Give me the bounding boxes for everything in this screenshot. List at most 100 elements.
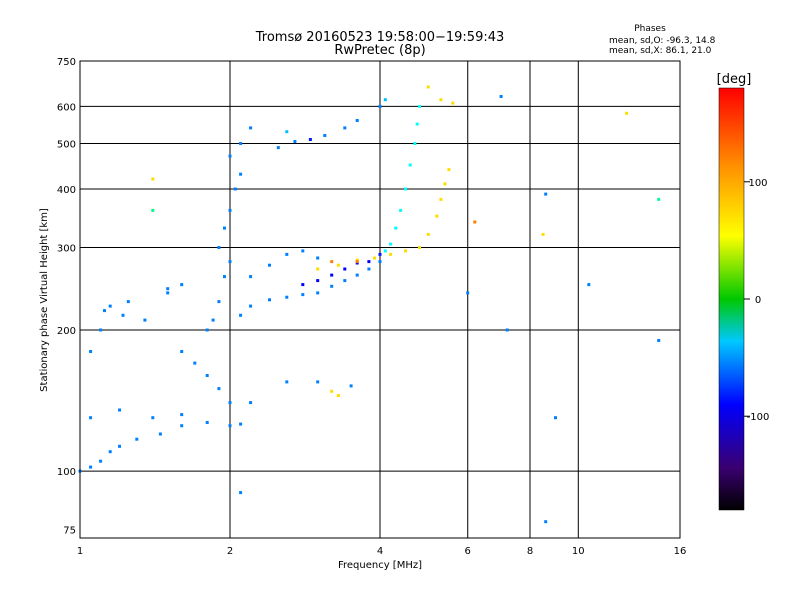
echo-point [228, 424, 232, 428]
echo-point [367, 260, 371, 264]
echo-point [413, 142, 417, 145]
echo-point [554, 416, 557, 420]
plot-frame [79, 60, 681, 539]
echo-point [657, 197, 661, 201]
echo-point [316, 267, 320, 271]
echo-point [151, 177, 155, 181]
echo-point [180, 350, 184, 353]
echo-point [389, 242, 393, 246]
echo-point [239, 491, 243, 495]
y-tick-label: 400 [57, 185, 76, 196]
echo-point [285, 252, 289, 256]
echo-point [193, 361, 197, 365]
y-tick-label: 200 [57, 326, 76, 337]
stats-o-mode: mean, sd,O: -96.3, 14.8 [609, 36, 716, 46]
chart-subtitle: RwPretec (8p) [334, 43, 425, 58]
echo-point [349, 384, 353, 388]
echo-point [316, 279, 320, 283]
echo-point [439, 98, 443, 102]
echo-point [285, 380, 289, 384]
y-tick-label: 75 [63, 526, 76, 537]
echo-point [143, 318, 147, 322]
echo-point [330, 389, 334, 393]
y-tick-label: 300 [57, 244, 76, 255]
echo-point [118, 408, 121, 412]
echo-point [103, 309, 106, 313]
echo-point [330, 260, 334, 264]
echo-point [268, 298, 271, 302]
echo-point [239, 313, 243, 317]
echo-point [151, 416, 155, 420]
echo-point [217, 300, 221, 304]
y-axis-label: Stationary phase Virtual Height [km] [39, 208, 50, 392]
colorbar-tick-label: -100 [747, 412, 770, 423]
echo-point [276, 146, 280, 150]
echo-point [378, 104, 382, 108]
echo-point [239, 422, 243, 426]
echo-point [466, 291, 470, 295]
echo-point [399, 208, 403, 212]
echo-point [316, 291, 320, 295]
echo-point [249, 401, 253, 405]
x-tick-label: 4 [377, 546, 383, 557]
echo-point [151, 208, 155, 212]
echo-point [166, 291, 170, 295]
echo-point [301, 283, 305, 287]
y-tick-label: 100 [57, 467, 76, 478]
echo-point [217, 246, 221, 249]
echo-point [418, 104, 421, 108]
axis-ticks: 1 2 4 6 8 10 16 75 100 200 300 400 500 600 750 [57, 57, 686, 557]
echo-point [223, 226, 226, 230]
echo-point [336, 394, 340, 397]
echo-point [544, 520, 548, 524]
echo-point [383, 98, 387, 102]
echo-point [587, 283, 591, 287]
colorbar-tick-label: 100 [748, 178, 767, 189]
echo-point [205, 421, 209, 424]
echo-point [330, 284, 334, 288]
echo-point [383, 249, 387, 253]
echo-point [451, 101, 455, 105]
stats-x-mode: mean, sd,X: 86.1, 21.0 [609, 46, 712, 56]
echo-point [121, 313, 125, 317]
x-tick-label: 2 [227, 546, 233, 557]
echo-point [108, 304, 112, 308]
echo-point [228, 208, 232, 212]
x-tick-label: 10 [572, 546, 585, 557]
echo-point [541, 232, 545, 236]
echo-point [99, 459, 103, 463]
echo-point [228, 154, 232, 158]
x-tick-label: 1 [77, 546, 83, 557]
colorbar-ticks: 100 0 -100 [744, 178, 769, 423]
chart-title: Tromsø 20160523 19:58:00−19:59:43 [255, 30, 505, 45]
echo-point [301, 249, 305, 253]
echo-point [657, 339, 661, 342]
echo-point [89, 350, 93, 353]
echo-point [285, 130, 289, 134]
echo-point [308, 138, 312, 141]
echo-point [373, 256, 376, 260]
echo-point [205, 328, 209, 332]
echo-point [544, 192, 548, 196]
echo-point [135, 437, 139, 441]
x-axis-label: Frequency [MHz] [338, 560, 422, 571]
echo-point [343, 267, 347, 271]
echo-point [158, 432, 162, 436]
echo-point [268, 263, 271, 267]
echo-point [447, 168, 451, 172]
echo-point [126, 300, 130, 304]
x-tick-label: 8 [527, 546, 533, 557]
echo-point [205, 374, 209, 377]
echo-point [180, 283, 184, 287]
echo-point [404, 249, 407, 253]
echo-point [418, 246, 421, 249]
x-tick-label: 16 [674, 546, 687, 557]
echo-point [249, 304, 253, 308]
echo-point [355, 273, 359, 277]
echo-point [625, 111, 629, 115]
echo-point [439, 197, 443, 201]
colorbar [718, 87, 745, 511]
echo-point [499, 95, 503, 98]
echo-point [89, 465, 93, 469]
